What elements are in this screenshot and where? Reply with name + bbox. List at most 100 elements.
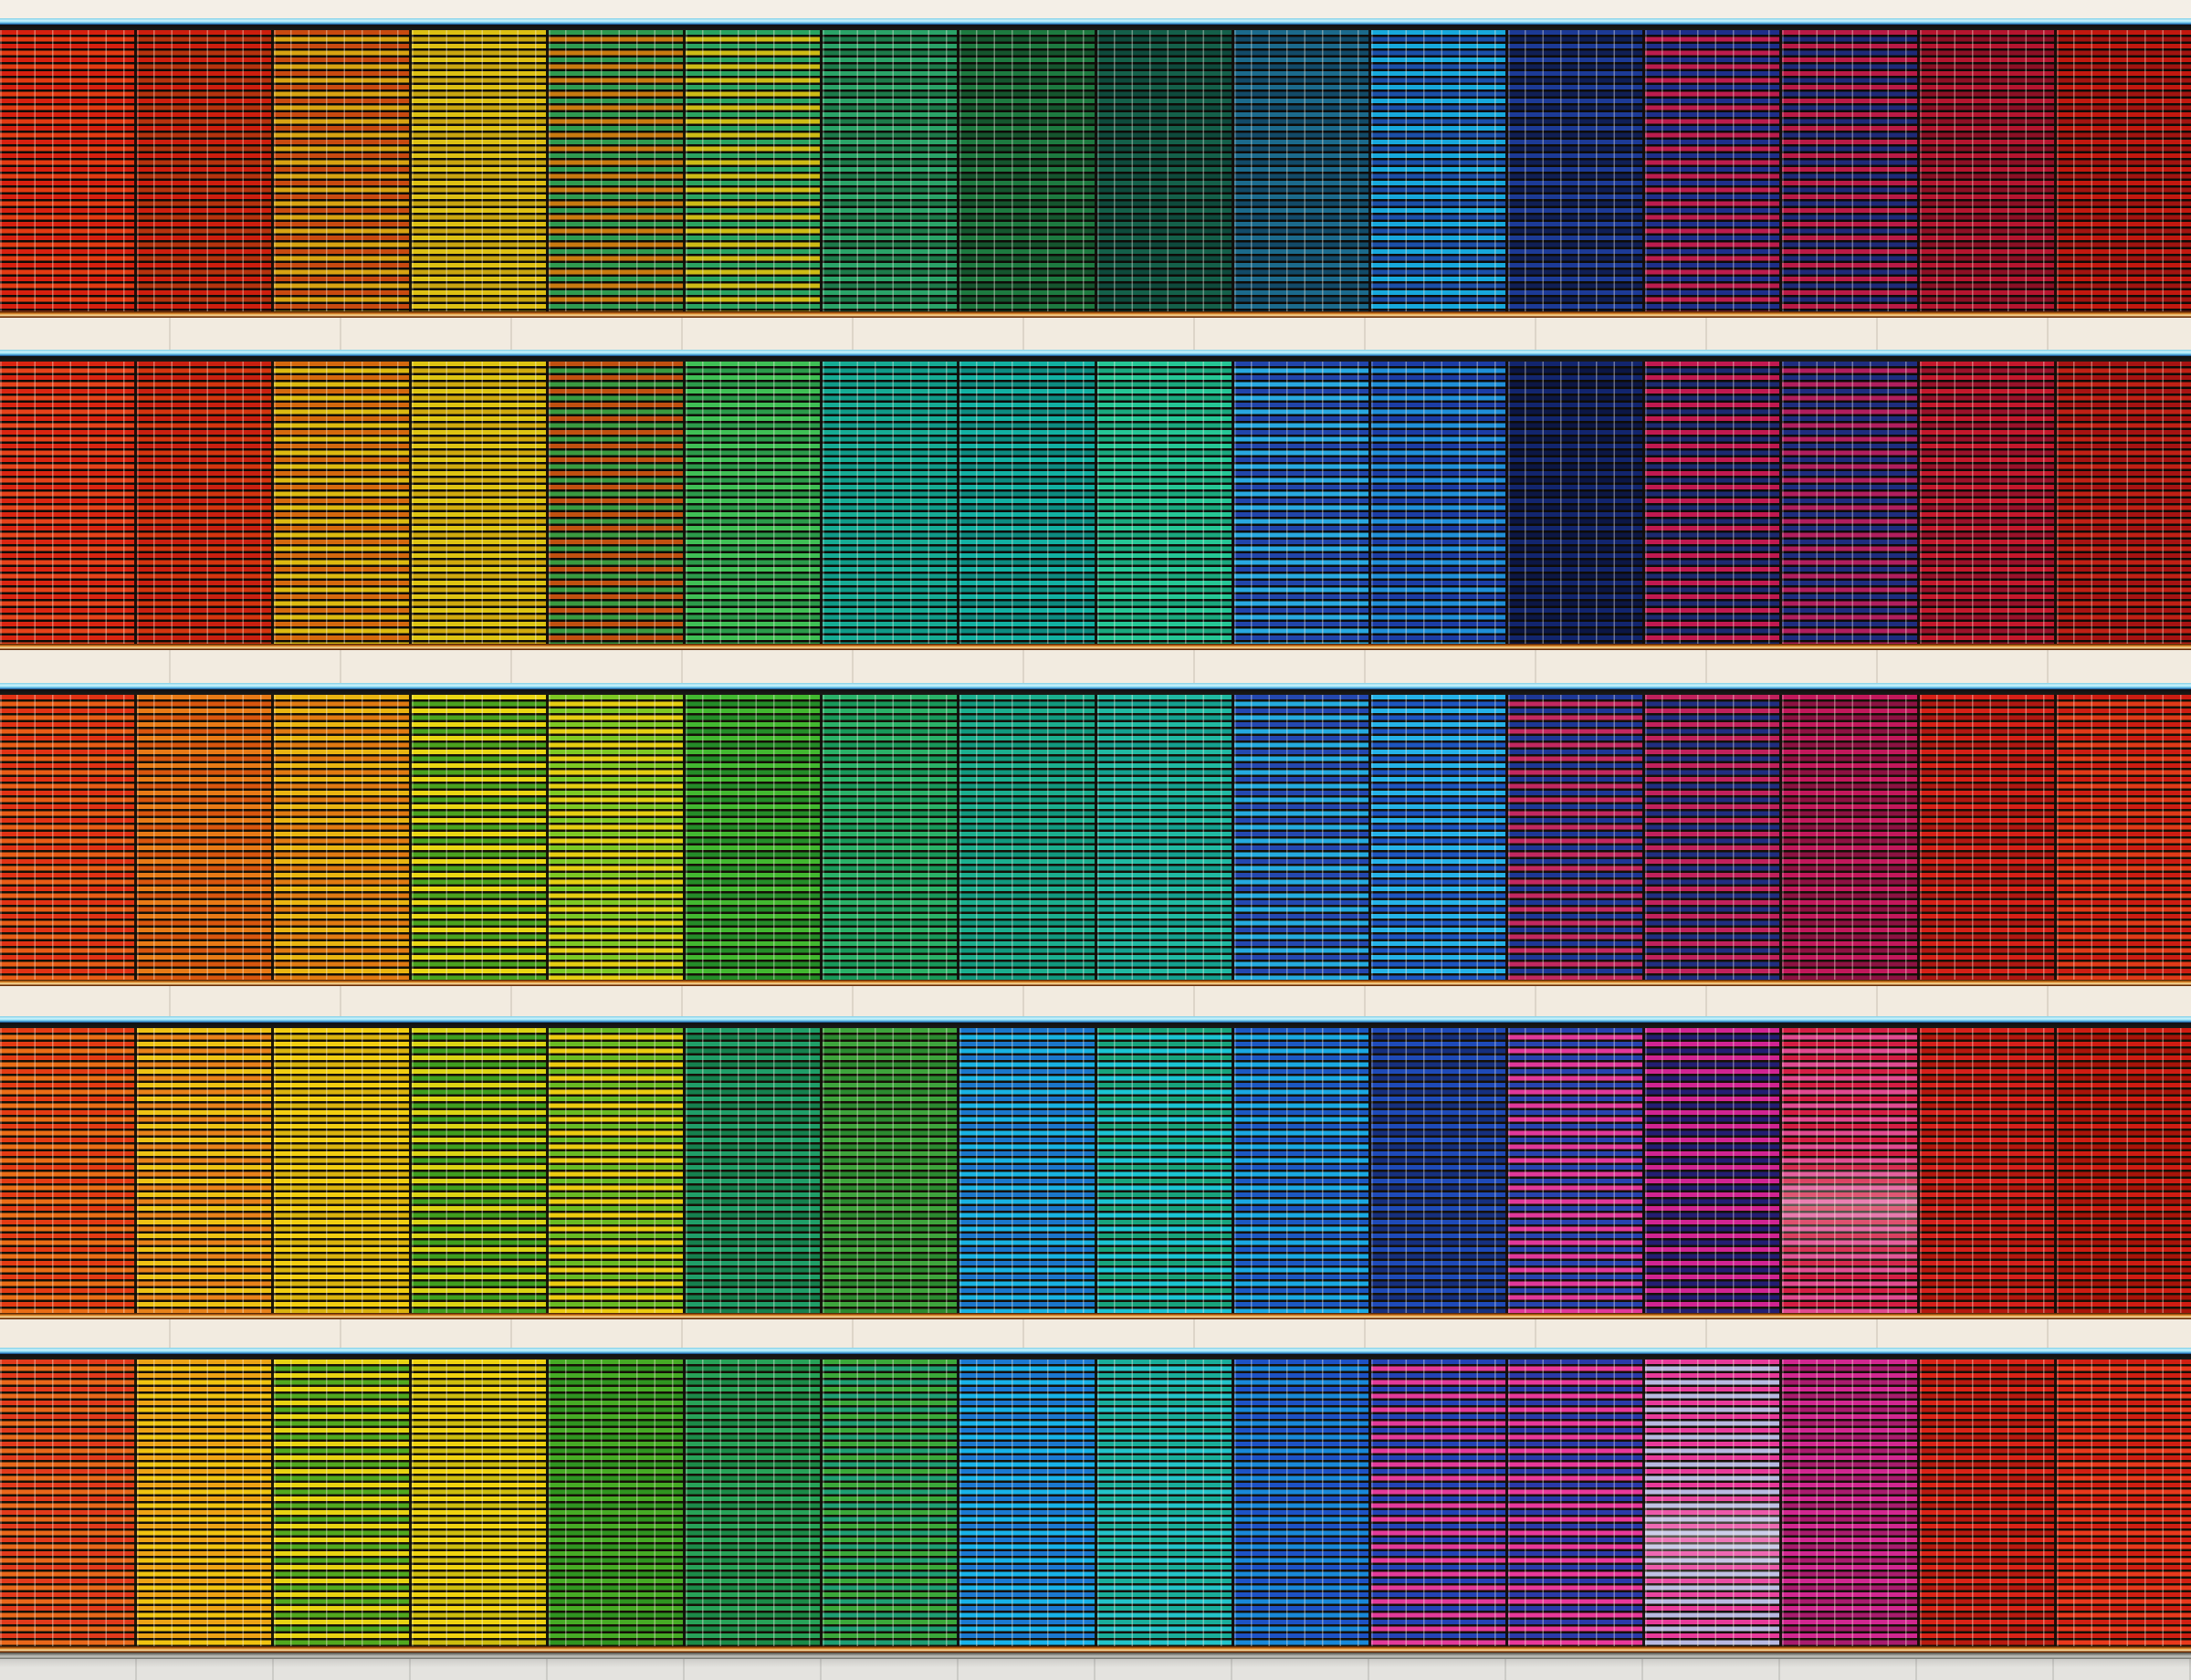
blind-panel-floor-1-8 <box>957 30 1095 311</box>
blind-panel-floor-2-4 <box>408 362 546 644</box>
wall-top-strip <box>0 0 2191 18</box>
blind-panel-floor-4-11 <box>1368 1028 1506 1313</box>
blind-row-floor-4 <box>0 1016 2191 1319</box>
blind-panel-floor-2-14 <box>1779 362 1917 644</box>
top-shadow-line <box>0 356 2191 362</box>
blind-panel-floor-1-3 <box>271 30 409 311</box>
blind-panel-floor-3-3 <box>271 695 409 980</box>
blind-panel-floor-4-7 <box>820 1028 958 1313</box>
blind-panel-floor-5-7 <box>820 1360 958 1646</box>
blind-panel-floor-4-10 <box>1231 1028 1368 1313</box>
blind-row-floor-5 <box>0 1348 2191 1653</box>
blind-panel-floor-5-4 <box>408 1360 546 1646</box>
blind-panel-floor-1-5 <box>545 30 683 311</box>
blind-panel-floor-3-2 <box>134 695 272 980</box>
blind-panel-floor-3-14 <box>1779 695 1917 980</box>
blind-panel-floor-4-1 <box>0 1028 135 1313</box>
bottom-amber-rail <box>0 1646 2191 1653</box>
blind-panel-floor-2-16 <box>2053 362 2191 644</box>
blind-panel-floor-5-2 <box>134 1360 272 1646</box>
blind-panel-floor-3-12 <box>1505 695 1643 980</box>
blind-panel-floor-5-5 <box>545 1360 683 1646</box>
blind-panel-floor-1-7 <box>820 30 958 311</box>
blind-panel-floor-5-3 <box>271 1360 409 1646</box>
blind-panel-floor-1-14 <box>1779 30 1917 311</box>
blind-panel-floor-2-12 <box>1505 362 1643 644</box>
blind-panel-floor-4-8 <box>957 1028 1095 1313</box>
blind-panel-floor-2-8 <box>957 362 1095 644</box>
blind-panel-floor-5-12 <box>1505 1360 1643 1646</box>
blind-panel-strip <box>0 695 2191 980</box>
top-shadow-line <box>0 25 2191 30</box>
blind-panel-floor-1-15 <box>1916 30 2054 311</box>
sun-highlight-rail <box>0 1016 2191 1023</box>
wall-bottom-strip <box>0 1659 2191 1680</box>
blind-panel-floor-1-2 <box>134 30 272 311</box>
blind-panel-floor-5-11 <box>1368 1360 1506 1646</box>
bottom-amber-rail <box>0 980 2191 986</box>
sun-highlight-rail <box>0 18 2191 25</box>
blind-panel-floor-3-4 <box>408 695 546 980</box>
blind-panel-floor-3-15 <box>1916 695 2054 980</box>
blind-panel-floor-2-13 <box>1642 362 1780 644</box>
blind-panel-floor-4-13 <box>1642 1028 1780 1313</box>
blind-panel-floor-5-9 <box>1094 1360 1232 1646</box>
bottom-amber-rail <box>0 1313 2191 1319</box>
blind-panel-floor-3-9 <box>1094 695 1232 980</box>
blind-panel-floor-2-6 <box>682 362 821 644</box>
blind-panel-floor-3-11 <box>1368 695 1506 980</box>
blind-panel-floor-4-2 <box>134 1028 272 1313</box>
blind-panel-floor-2-3 <box>271 362 409 644</box>
blind-row-floor-1 <box>0 18 2191 318</box>
blind-panel-floor-2-10 <box>1231 362 1368 644</box>
blind-panel-floor-5-15 <box>1916 1360 2054 1646</box>
blind-panel-floor-1-10 <box>1231 30 1368 311</box>
blind-panel-floor-3-1 <box>0 695 135 980</box>
blind-panel-floor-1-6 <box>682 30 821 311</box>
blind-panel-floor-1-11 <box>1368 30 1506 311</box>
blind-panel-floor-5-1 <box>0 1360 135 1646</box>
blind-panel-floor-1-12 <box>1505 30 1643 311</box>
sun-highlight-rail <box>0 683 2191 689</box>
top-shadow-line <box>0 1354 2191 1360</box>
blind-panel-floor-3-7 <box>820 695 958 980</box>
blind-panel-floor-4-4 <box>408 1028 546 1313</box>
blind-panel-floor-5-8 <box>957 1360 1095 1646</box>
bottom-rail <box>0 1653 2191 1659</box>
blind-panel-strip <box>0 1028 2191 1313</box>
blind-panel-floor-1-4 <box>408 30 546 311</box>
blind-panel-floor-4-5 <box>545 1028 683 1313</box>
blind-panel-floor-3-16 <box>2053 695 2191 980</box>
blind-row-floor-2 <box>0 350 2191 650</box>
blind-panel-floor-1-9 <box>1094 30 1232 311</box>
blind-panel-floor-5-14 <box>1779 1360 1917 1646</box>
sun-highlight-rail <box>0 1348 2191 1354</box>
blind-panel-floor-2-11 <box>1368 362 1506 644</box>
top-shadow-line <box>0 689 2191 695</box>
blind-panel-floor-3-13 <box>1642 695 1780 980</box>
blind-panel-floor-1-1 <box>0 30 135 311</box>
blind-panel-floor-3-6 <box>682 695 821 980</box>
blind-panel-floor-5-10 <box>1231 1360 1368 1646</box>
blind-panel-floor-2-1 <box>0 362 135 644</box>
bottom-amber-rail <box>0 644 2191 650</box>
blind-panel-floor-2-5 <box>545 362 683 644</box>
blind-panel-floor-4-12 <box>1505 1028 1643 1313</box>
blind-panel-floor-4-15 <box>1916 1028 2054 1313</box>
blind-panel-floor-3-10 <box>1231 695 1368 980</box>
blind-panel-floor-4-6 <box>682 1028 821 1313</box>
blind-panel-strip <box>0 30 2191 311</box>
blind-panel-floor-4-3 <box>271 1028 409 1313</box>
sun-highlight-rail <box>0 350 2191 356</box>
blind-panel-floor-4-16 <box>2053 1028 2191 1313</box>
blind-panel-floor-4-14 <box>1779 1028 1917 1313</box>
blind-panel-floor-2-9 <box>1094 362 1232 644</box>
top-shadow-line <box>0 1023 2191 1028</box>
blind-panel-strip <box>0 362 2191 644</box>
blind-panel-floor-4-9 <box>1094 1028 1232 1313</box>
blind-panel-floor-5-6 <box>682 1360 821 1646</box>
blind-panel-strip <box>0 1360 2191 1646</box>
bottom-amber-rail <box>0 311 2191 318</box>
blind-panel-floor-1-16 <box>2053 30 2191 311</box>
blind-panel-floor-2-7 <box>820 362 958 644</box>
